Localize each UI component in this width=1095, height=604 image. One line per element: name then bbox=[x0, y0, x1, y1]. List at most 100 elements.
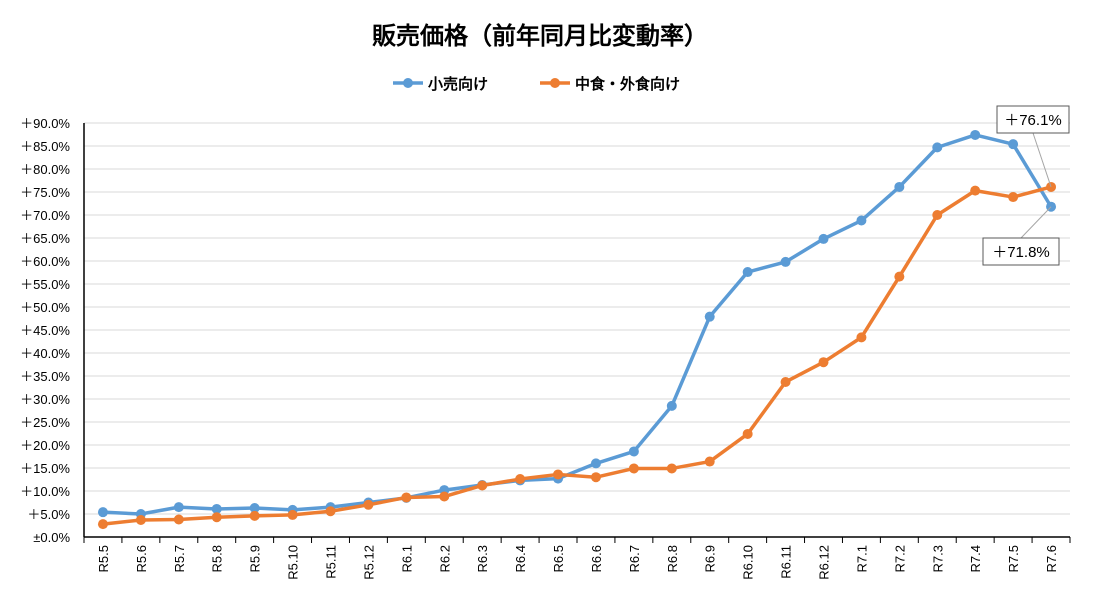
x-tick-label: R6.1 bbox=[399, 545, 414, 572]
x-tick-label: R6.12 bbox=[817, 545, 832, 580]
data-point bbox=[704, 311, 715, 322]
data-point bbox=[249, 510, 260, 521]
x-tick-label: R7.3 bbox=[930, 545, 945, 572]
x-tick-label: R7.5 bbox=[1006, 545, 1021, 572]
data-point bbox=[97, 519, 108, 530]
y-tick-label: ＋55.0% bbox=[20, 277, 70, 292]
data-point bbox=[135, 514, 146, 525]
data-point bbox=[477, 480, 488, 491]
x-tick-label: R5.9 bbox=[248, 545, 263, 572]
data-point bbox=[1008, 139, 1019, 150]
x-tick-label: R5.11 bbox=[324, 545, 339, 579]
data-point bbox=[704, 456, 715, 467]
data-point bbox=[666, 400, 677, 411]
data-point bbox=[439, 491, 450, 502]
gridlines bbox=[84, 122, 1070, 515]
x-tick-label: R5.10 bbox=[286, 545, 301, 580]
data-point bbox=[1008, 192, 1019, 203]
y-tick-label: ＋20.0% bbox=[20, 438, 70, 453]
data-point bbox=[970, 129, 981, 140]
data-point bbox=[249, 503, 260, 514]
data-point bbox=[856, 215, 867, 226]
series-line-0 bbox=[102, 133, 1053, 516]
x-tick-label: R6.4 bbox=[513, 545, 528, 572]
x-tick-label: R7.1 bbox=[854, 545, 869, 572]
legend-swatch-marker bbox=[403, 78, 413, 88]
x-tick-label: R7.2 bbox=[892, 545, 907, 572]
data-point bbox=[742, 267, 753, 278]
callout-label: ＋76.1% bbox=[1004, 112, 1062, 129]
y-tick-label: ＋40.0% bbox=[20, 346, 70, 361]
y-tick-label: ±0.0% bbox=[33, 530, 70, 545]
data-point bbox=[932, 142, 943, 153]
legend-label: 小売向け bbox=[428, 75, 488, 93]
data-point bbox=[780, 376, 791, 387]
data-point bbox=[742, 428, 753, 439]
data-point bbox=[818, 233, 829, 244]
callout-leader bbox=[1020, 206, 1052, 239]
data-point bbox=[894, 181, 905, 192]
y-tick-label: ＋90.0% bbox=[20, 116, 70, 131]
y-tick-label: ＋35.0% bbox=[20, 369, 70, 384]
y-tick-label: ＋65.0% bbox=[20, 231, 70, 246]
callout-box bbox=[996, 105, 1070, 134]
data-point bbox=[666, 463, 677, 474]
callout-box bbox=[982, 237, 1060, 266]
y-axis: ±0.0% ＋5.0% ＋10.0% ＋15.0% ＋20.0% ＋25.0% ＋30.0%… bbox=[20, 116, 85, 545]
x-tick-label: R6.7 bbox=[627, 545, 642, 572]
data-point bbox=[211, 512, 222, 523]
x-tick-label: R6.11 bbox=[779, 545, 794, 579]
data-point bbox=[780, 256, 791, 267]
data-point bbox=[590, 458, 601, 469]
data-point bbox=[211, 503, 222, 514]
data-point bbox=[818, 357, 829, 368]
x-tick-label: R6.2 bbox=[437, 545, 452, 572]
annotations: ＋76.1% ＋71.8% bbox=[982, 105, 1070, 266]
legend-label: 中食・外食向け bbox=[575, 75, 680, 93]
y-tick-label: ＋60.0% bbox=[20, 254, 70, 269]
data-point bbox=[97, 507, 108, 518]
y-tick-label: ＋85.0% bbox=[20, 139, 70, 154]
series-line-1 bbox=[102, 185, 1052, 526]
x-tick-label: R5.8 bbox=[210, 545, 225, 572]
x-tick-label: R7.6 bbox=[1044, 545, 1059, 572]
callout-leader bbox=[1032, 132, 1052, 188]
x-tick-label: R6.8 bbox=[665, 545, 680, 572]
x-tick-label: R6.10 bbox=[741, 545, 756, 580]
x-tick-label: R5.12 bbox=[361, 545, 376, 580]
series-group bbox=[97, 129, 1057, 530]
y-tick-label: ＋50.0% bbox=[20, 300, 70, 315]
data-point bbox=[894, 271, 905, 282]
data-point bbox=[515, 474, 526, 485]
data-point bbox=[287, 509, 298, 520]
x-tick-label: R7.4 bbox=[968, 545, 983, 572]
data-point bbox=[970, 185, 981, 196]
y-tick-label: ＋5.0% bbox=[27, 507, 70, 522]
chart-title: 販売価格（前年同月比変動率） bbox=[372, 22, 708, 50]
legend-swatch-marker bbox=[550, 78, 560, 88]
x-tick-label: R5.7 bbox=[172, 545, 187, 572]
x-tick-label: R5.6 bbox=[134, 545, 149, 572]
y-tick-label: ＋45.0% bbox=[20, 323, 70, 338]
data-point bbox=[628, 446, 639, 457]
y-tick-label: ＋75.0% bbox=[20, 185, 70, 200]
data-point bbox=[856, 332, 867, 343]
data-point bbox=[325, 506, 336, 517]
y-tick-label: ＋10.0% bbox=[20, 484, 70, 499]
x-axis: R5.5 R5.6 R5.7 R5.8 R5.9 R5.10 R5.11 R5.12 R6.1 R… bbox=[83, 536, 1071, 580]
data-point bbox=[173, 514, 184, 525]
legend: 小売向け 中食・外食向け bbox=[393, 75, 680, 93]
x-tick-label: R6.3 bbox=[475, 545, 490, 572]
y-tick-label: ＋80.0% bbox=[20, 162, 70, 177]
data-point bbox=[401, 492, 412, 503]
y-tick-label: ＋25.0% bbox=[20, 415, 70, 430]
y-tick-label: ＋70.0% bbox=[20, 208, 70, 223]
data-point bbox=[932, 210, 943, 220]
callout-label: ＋71.8% bbox=[992, 244, 1050, 261]
x-tick-label: R6.6 bbox=[589, 545, 604, 572]
data-point bbox=[590, 472, 601, 483]
x-tick-label: R5.5 bbox=[96, 545, 111, 572]
x-tick-label: R6.5 bbox=[551, 545, 566, 572]
y-tick-label: ＋15.0% bbox=[20, 461, 70, 476]
